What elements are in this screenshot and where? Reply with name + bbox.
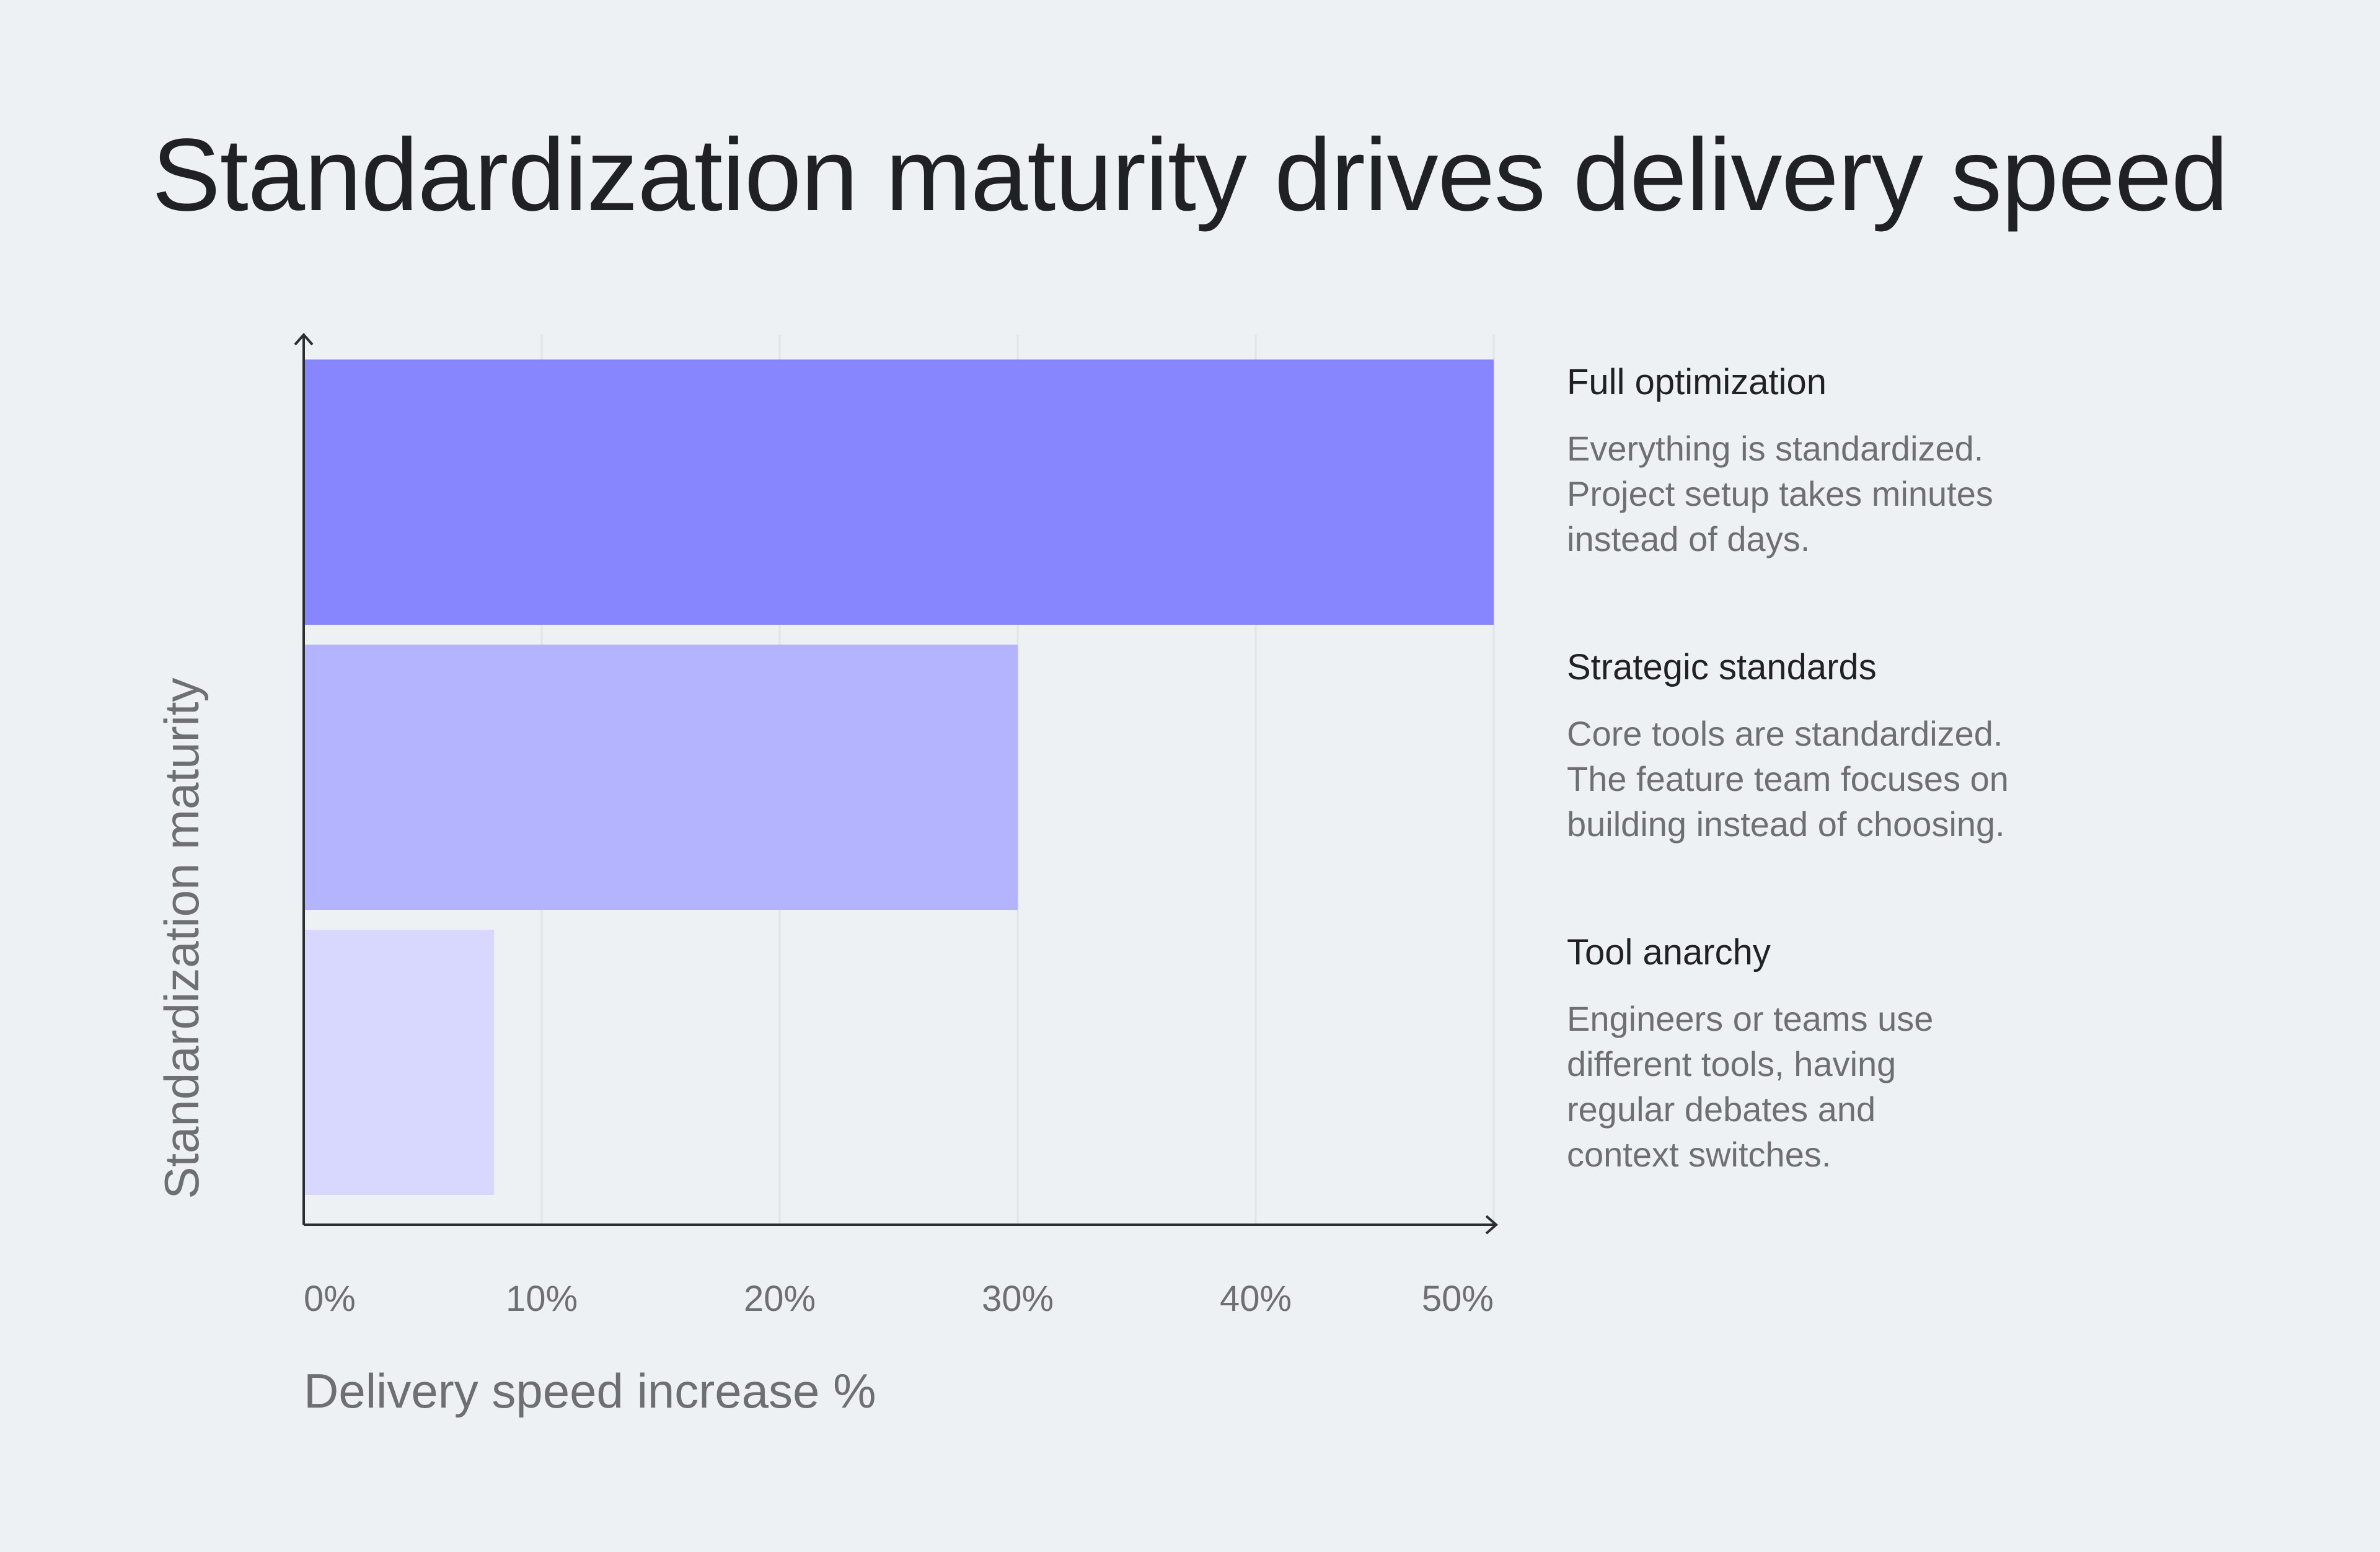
legend-item-tool-anarchy: Tool anarchy Engineers or teams use diff… — [1567, 933, 2187, 1177]
axes — [294, 332, 1499, 1235]
legend-label: Strategic standards — [1567, 647, 1877, 687]
legend-item-strategic-standards: Strategic standards Core tools are stand… — [1567, 648, 2187, 847]
x-tick-label: 0% — [304, 1279, 356, 1319]
x-axis-arrow — [1485, 1215, 1499, 1235]
legend-label: Tool anarchy — [1567, 932, 1771, 972]
legend-label: Full optimization — [1567, 362, 1827, 402]
bar-full-optimization — [304, 359, 1494, 625]
x-tick-label: 50% — [1422, 1279, 1494, 1319]
bar-strategic-standards — [304, 645, 1018, 910]
x-tick-label: 40% — [1220, 1279, 1292, 1319]
bar-tool-anarchy — [304, 930, 495, 1195]
bars — [304, 359, 1494, 1195]
y-axis-label: Standardization maturity — [154, 677, 209, 1199]
chart-title: Standardization maturity drives delivery… — [152, 118, 2228, 232]
bar-chart: 0% 10% 20% 30% 40% 50% — [294, 332, 1499, 1319]
legend-description: Everything is standardized. Project setu… — [1567, 428, 1993, 558]
y-axis-arrow — [294, 332, 314, 346]
legend-description: Core tools are standardized. The feature… — [1567, 713, 2009, 844]
x-tick-label: 20% — [744, 1279, 816, 1319]
legend-description: Engineers or teams use different tools, … — [1567, 999, 1934, 1174]
x-tick-labels: 0% 10% 20% 30% 40% 50% — [304, 1279, 1494, 1319]
legend-item-full-optimization: Full optimization Everything is standard… — [1567, 363, 2187, 562]
x-tick-label: 10% — [506, 1279, 578, 1319]
x-axis-label: Delivery speed increase % — [304, 1364, 876, 1418]
x-tick-label: 30% — [982, 1279, 1054, 1319]
